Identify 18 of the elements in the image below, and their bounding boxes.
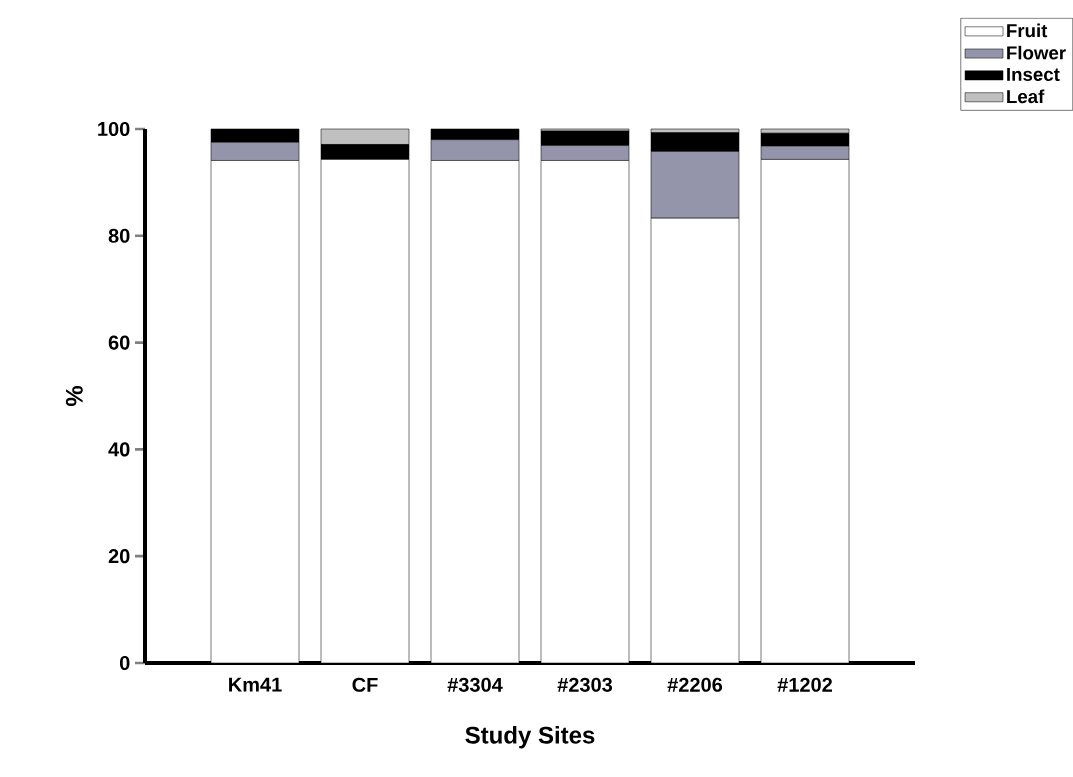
legend-label: Flower [1007, 45, 1066, 60]
legend-label: Leaf [1007, 89, 1045, 104]
y-tick-label: 0 [119, 655, 130, 671]
y-tick-label: 40 [108, 442, 130, 457]
y-tick-label: 100 [98, 121, 130, 137]
y-tick-label: 80 [108, 228, 130, 243]
x-tick-label: #2206 [667, 677, 723, 692]
legend-label: Fruit [1007, 23, 1048, 38]
y-tick-label: 20 [108, 549, 130, 564]
y-tick-label: 60 [108, 335, 130, 350]
x-tick-label: Km41 [229, 677, 282, 692]
x-tick-label: #1202 [777, 677, 832, 692]
x-tick-label: #2303 [557, 677, 613, 692]
y-axis-title: % [65, 385, 83, 407]
x-tick-label: #3304 [447, 677, 503, 692]
x-tick-label: CF [352, 677, 378, 692]
legend-label: Insect [1007, 67, 1060, 81]
x-axis-title: Study Sites [465, 726, 595, 749]
